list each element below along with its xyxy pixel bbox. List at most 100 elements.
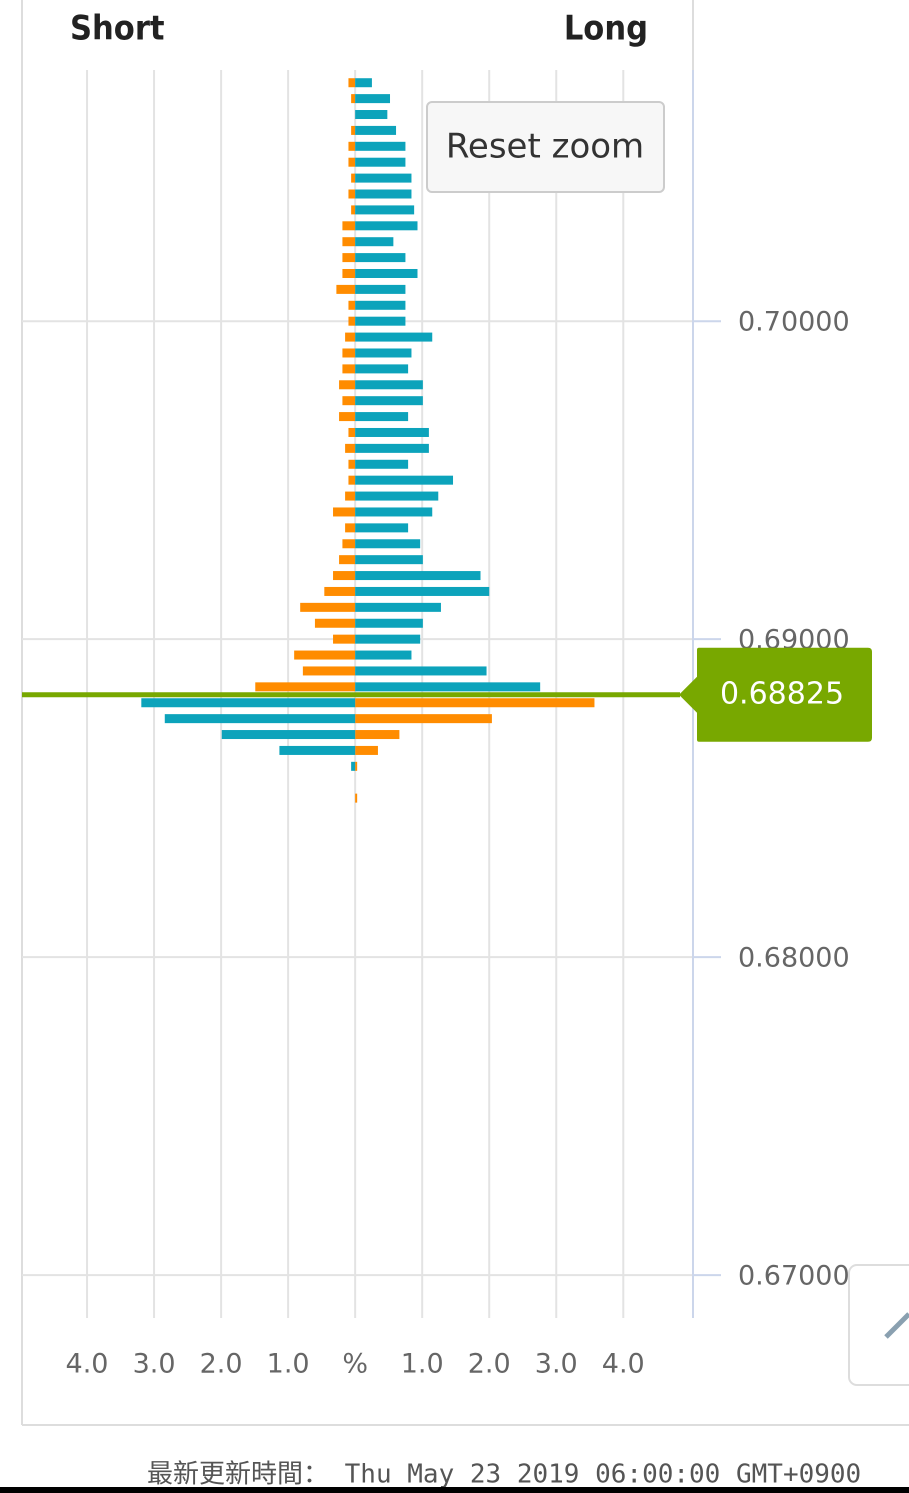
bar (355, 634, 421, 644)
bar (355, 253, 406, 263)
bar (355, 761, 358, 771)
bar (355, 125, 397, 135)
bar (355, 300, 406, 310)
bar (355, 507, 433, 517)
bar (355, 618, 423, 628)
bar (355, 427, 429, 437)
bar (339, 380, 356, 390)
bar (342, 364, 356, 374)
bar (355, 443, 429, 453)
bar (355, 682, 541, 692)
bar (355, 555, 423, 565)
bar (300, 602, 356, 612)
bar (342, 539, 356, 549)
x-tick-label: 4.0 (66, 1349, 109, 1380)
bar (355, 586, 490, 596)
bar (355, 539, 421, 549)
bar (342, 221, 356, 231)
bar (342, 237, 356, 247)
bar (355, 110, 388, 120)
reset-zoom-text[interactable]: Reset zoom (446, 127, 644, 167)
bar (339, 412, 356, 422)
x-tick-label: 4.0 (602, 1349, 645, 1380)
bar (355, 666, 487, 676)
x-tick-label: 2.0 (200, 1349, 243, 1380)
bar (355, 730, 400, 740)
edit-card[interactable] (848, 1264, 909, 1386)
bar (355, 237, 394, 247)
bar (355, 332, 433, 342)
bar (355, 380, 423, 390)
x-tick-label: 1.0 (401, 1349, 444, 1380)
bar (342, 268, 356, 278)
bar (355, 268, 418, 278)
bar (255, 682, 356, 692)
bottom-bar (0, 1487, 909, 1493)
bar (348, 427, 356, 437)
bar (355, 602, 441, 612)
bar (294, 650, 356, 660)
bar (333, 507, 356, 517)
bar (355, 284, 406, 294)
bar (351, 125, 356, 135)
x-tick-label: % (342, 1349, 368, 1380)
y-tick-label: 0.70000 (738, 307, 850, 338)
bar (355, 157, 406, 167)
bar (342, 253, 356, 263)
bar (348, 189, 356, 199)
bar (164, 714, 356, 724)
x-tick-label: 1.0 (267, 1349, 310, 1380)
bar (355, 348, 412, 358)
bar (351, 94, 356, 104)
bar (314, 618, 356, 628)
bar (279, 745, 356, 755)
bar (355, 189, 412, 199)
bar (333, 571, 356, 581)
bar (355, 396, 423, 406)
bar (355, 698, 595, 708)
edit-icon[interactable] (884, 1312, 909, 1339)
bar (345, 491, 356, 501)
bar (339, 555, 356, 565)
y-tick-label: 0.67000 (738, 1261, 850, 1292)
bar (333, 634, 356, 644)
bar (355, 475, 454, 485)
bar (141, 698, 356, 708)
bar (355, 221, 418, 231)
bar (355, 459, 409, 469)
bar (355, 523, 409, 533)
bar (342, 348, 356, 358)
bar (348, 141, 356, 151)
bar (355, 78, 372, 88)
bar (348, 475, 356, 485)
bar (324, 586, 356, 596)
bar (345, 523, 356, 533)
bar (355, 745, 378, 755)
bar (348, 157, 356, 167)
bar (355, 141, 406, 151)
plot-area: 4.0 3.0 2.0 1.0% 1.0 2.0 3.0 4.00.700000.690000… (22, 70, 872, 1380)
bar (351, 173, 356, 183)
long-label: Long (564, 9, 648, 49)
x-tick-label: 2.0 (468, 1349, 511, 1380)
bar (355, 571, 481, 581)
bar (345, 332, 356, 342)
bar (355, 793, 358, 803)
bar (355, 714, 492, 724)
reset-zoom-button[interactable] (426, 101, 665, 193)
bar (221, 730, 356, 740)
bar (355, 364, 409, 374)
bar (348, 316, 356, 326)
bar (351, 761, 356, 771)
bar (302, 666, 356, 676)
bar (348, 78, 356, 88)
y-tick-label: 0.68000 (738, 943, 850, 974)
bar (348, 459, 356, 469)
bar (355, 412, 409, 422)
bar (336, 284, 356, 294)
bar (351, 205, 356, 215)
bar (355, 491, 439, 501)
bar (345, 443, 356, 453)
current-price-label: 0.68825 (720, 676, 844, 711)
